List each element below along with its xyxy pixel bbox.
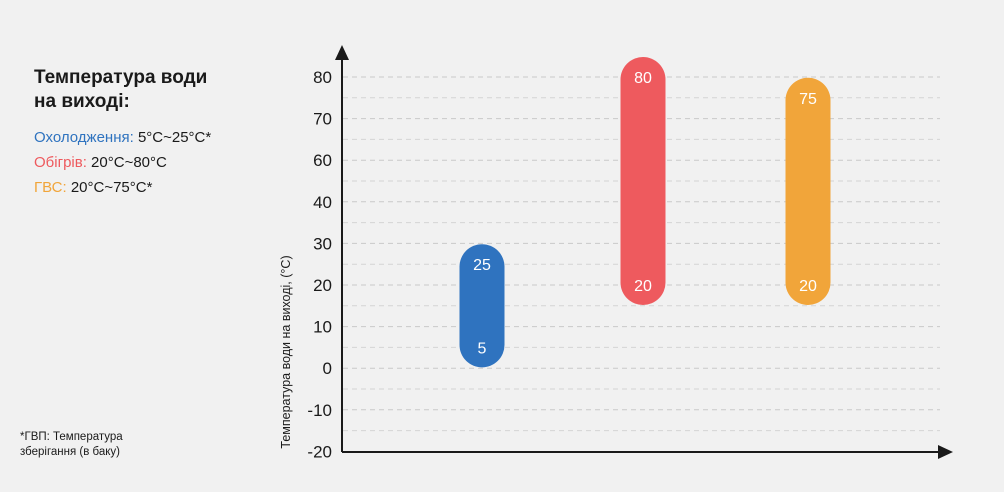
bar-low-label: 20 bbox=[799, 278, 817, 295]
y-tick-label: 80 bbox=[313, 68, 332, 87]
y-tick-label: 10 bbox=[313, 318, 332, 337]
legend-name-heating: Обігрів: bbox=[34, 154, 87, 171]
range-bars: 25 5 80 20 75 20 bbox=[459, 57, 831, 368]
y-tick-label: 20 bbox=[313, 276, 332, 295]
y-tick-label: -20 bbox=[307, 442, 332, 461]
legend-range-dhw: 20°C~75°C* bbox=[70, 179, 153, 196]
axes bbox=[335, 45, 953, 459]
legend-title: Температура води на виході: bbox=[34, 67, 208, 112]
bar-high-label: 75 bbox=[799, 91, 817, 108]
y-tick-label: 40 bbox=[313, 193, 332, 212]
x-axis-arrow bbox=[938, 445, 953, 459]
legend-item-dhw: ГВС: 20°C~75°C* bbox=[34, 175, 211, 200]
legend-range-heating: 20°C~80°C bbox=[91, 154, 167, 171]
bar-low-label: 5 bbox=[478, 340, 487, 357]
bar-low-label: 20 bbox=[634, 278, 652, 295]
legend-range-cooling: 5°C~25°C* bbox=[137, 129, 212, 146]
range-bar-1 bbox=[620, 57, 666, 305]
y-tick-label: 70 bbox=[313, 110, 332, 129]
range-bar-0 bbox=[459, 244, 505, 368]
footnote: *ГВП: Температура зберігання (в баку) bbox=[20, 431, 123, 458]
y-axis-label: Температура води на виході, (°C) bbox=[279, 255, 293, 448]
legend-name-cooling: Охолодження: bbox=[34, 129, 134, 146]
y-tick-label: 0 bbox=[323, 359, 332, 378]
bar-high-label: 25 bbox=[473, 257, 491, 274]
legend: Охолодження: 5°C~25°C* Обігрів: 20°C~80°… bbox=[34, 125, 211, 200]
legend-item-cooling: Охолодження: 5°C~25°C* bbox=[34, 125, 211, 150]
bar-high-label: 80 bbox=[634, 70, 652, 87]
legend-name-dhw: ГВС: bbox=[34, 179, 67, 196]
y-axis-arrow bbox=[335, 45, 349, 60]
range-bar-2 bbox=[785, 77, 831, 305]
y-tick-label: -10 bbox=[307, 401, 332, 420]
y-tick-label: 30 bbox=[313, 234, 332, 253]
y-tick-label: 60 bbox=[313, 151, 332, 170]
legend-item-heating: Обігрів: 20°C~80°C bbox=[34, 150, 211, 175]
y-ticks: 80 70 60 40 30 20 10 0 -10 -20 bbox=[307, 68, 332, 461]
